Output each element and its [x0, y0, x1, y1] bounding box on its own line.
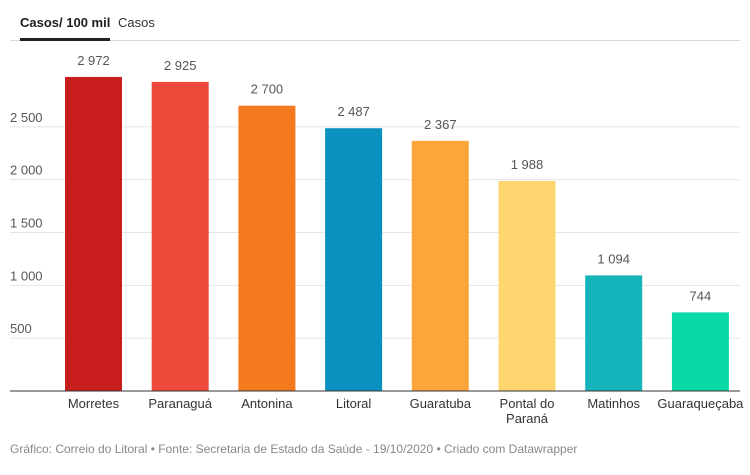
- y-tick-label: 500: [10, 321, 32, 336]
- bar: [585, 275, 643, 391]
- value-label: 2 925: [164, 58, 197, 73]
- y-tick-label: 1 000: [10, 268, 43, 283]
- value-label: 2 487: [337, 104, 370, 119]
- y-tick-label: 2 000: [10, 163, 43, 178]
- bar: [151, 81, 209, 392]
- value-label: 1 094: [597, 251, 630, 266]
- value-label: 744: [690, 288, 712, 303]
- bar: [65, 76, 122, 391]
- value-label: 2 700: [251, 82, 284, 97]
- category-label: Paranaguá: [148, 396, 212, 411]
- category-label: Litoral: [336, 396, 372, 411]
- category-label: Guaratuba: [410, 396, 472, 411]
- chart-footer: Gráfico: Correio do Litoral • Fonte: Sec…: [10, 442, 578, 456]
- bar: [238, 105, 296, 391]
- value-label: 2 367: [424, 117, 457, 132]
- y-tick-label: 2 500: [10, 110, 43, 125]
- chart-tabs: Casos/ 100 mil Casos: [10, 10, 740, 41]
- bar: [325, 128, 383, 391]
- category-label: Matinhos: [587, 396, 640, 411]
- bar-chart: 500 1 000 1 500 2 000 2 500 2 972 Morretes 2 92…: [10, 53, 744, 426]
- y-tick-label: 1 500: [10, 216, 43, 231]
- category-label: Antonina: [241, 396, 293, 411]
- tab-casos-100-mil[interactable]: Casos/ 100 mil: [20, 15, 111, 41]
- category-label: Morretes: [68, 396, 120, 411]
- category-label: Paraná: [506, 411, 549, 426]
- bar: [671, 312, 729, 391]
- category-label: Pontal do: [500, 396, 555, 411]
- tab-casos[interactable]: Casos: [118, 15, 155, 30]
- value-label: 2 972: [77, 53, 110, 68]
- bar: [498, 180, 556, 391]
- value-label: 1 988: [511, 157, 544, 172]
- bar: [411, 140, 469, 391]
- category-label: Guaraqueçaba: [657, 396, 744, 411]
